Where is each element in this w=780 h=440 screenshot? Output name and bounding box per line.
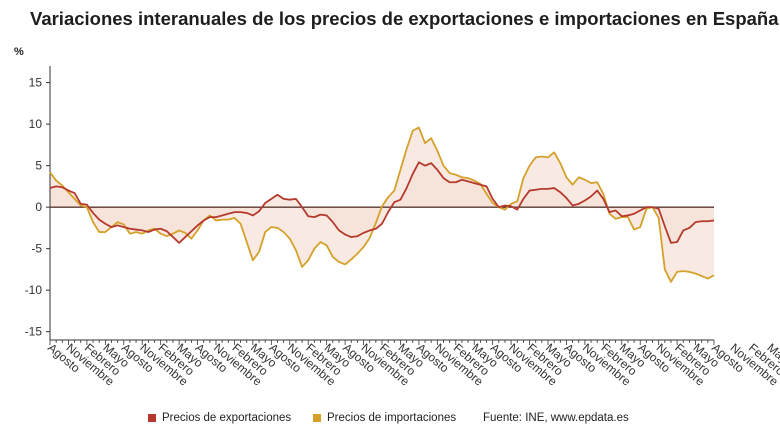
series-layer bbox=[49, 126, 715, 283]
y-tick-label: 15 bbox=[29, 76, 43, 90]
y-tick-label: 0 bbox=[35, 200, 42, 214]
x-tick-labels: AgostoNoviembreFebreroMayoAgostoNoviembr… bbox=[45, 340, 780, 389]
source-text: Fuente: INE, www.epdata.es bbox=[483, 412, 629, 424]
y-tick-label: 10 bbox=[29, 117, 43, 131]
axis-layer bbox=[49, 66, 714, 341]
y-tick-label: -15 bbox=[25, 325, 43, 339]
series-line-exportaciones bbox=[49, 161, 715, 244]
legend-swatch-exportaciones bbox=[148, 414, 156, 422]
y-axis-unit-label: % bbox=[14, 46, 24, 58]
fill-area-layer bbox=[50, 127, 714, 282]
series-line-importaciones bbox=[49, 126, 715, 283]
y-tick-label: -10 bbox=[25, 283, 43, 297]
legend-swatch-importaciones bbox=[313, 414, 321, 422]
fill-area-1 bbox=[50, 127, 714, 282]
legend-label-importaciones: Precios de importaciones bbox=[327, 412, 457, 424]
chart-title: Variaciones interanuales de los precios … bbox=[30, 8, 779, 29]
legend-label-exportaciones: Precios de exportaciones bbox=[162, 412, 292, 424]
y-tick-label: 5 bbox=[35, 159, 42, 173]
legend-item-importaciones: Precios de importaciones bbox=[313, 412, 456, 424]
y-tick-label: -5 bbox=[31, 242, 42, 256]
legend: Precios de exportaciones Precios de impo… bbox=[0, 412, 780, 432]
y-tick-labels: 15 10 5 0 -5 -10 -15 bbox=[25, 76, 50, 339]
legend-item-exportaciones: Precios de exportaciones bbox=[148, 412, 291, 424]
